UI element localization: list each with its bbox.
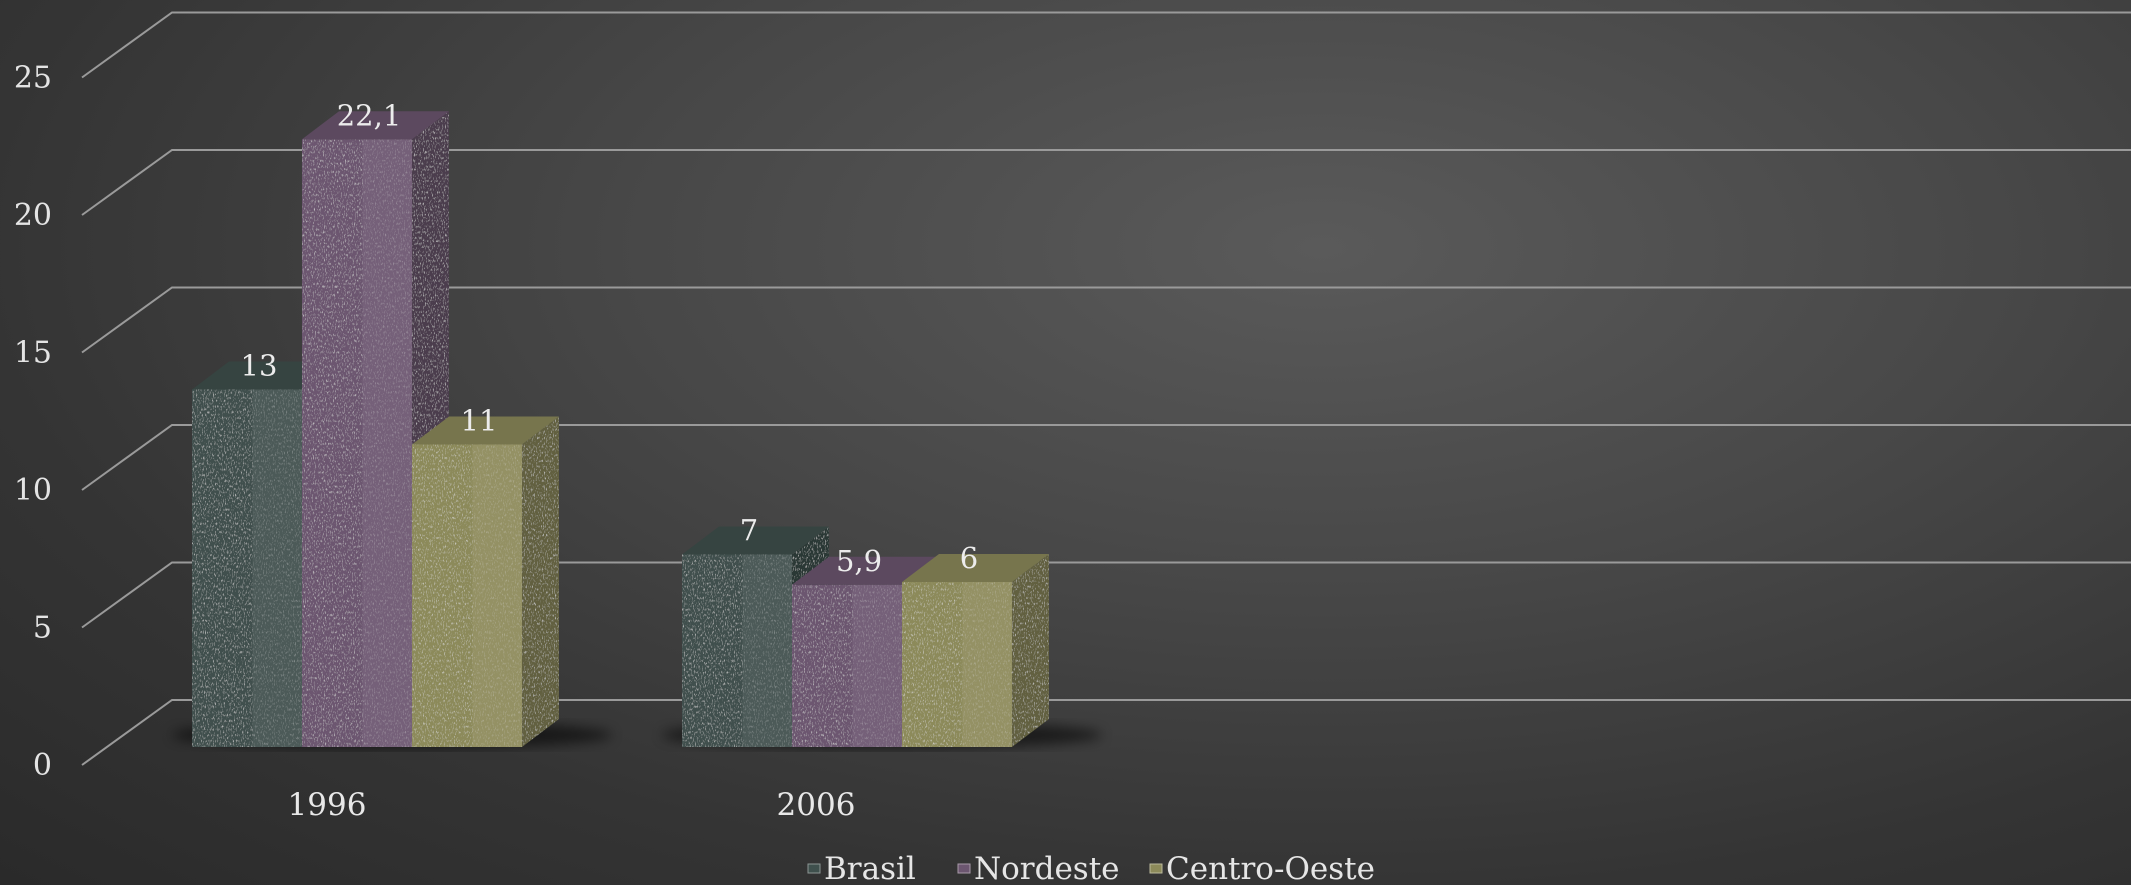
data-label: 6 bbox=[960, 541, 978, 575]
legend-label: Nordeste bbox=[974, 851, 1120, 885]
legend-label: Brasil bbox=[824, 851, 916, 885]
legend-swatch bbox=[957, 863, 971, 874]
data-label: 5,9 bbox=[836, 544, 882, 578]
legend-swatch bbox=[1149, 863, 1163, 874]
x-category-label: 1996 bbox=[288, 787, 367, 823]
data-labels: 13 22,1 11 7 5,9 6 bbox=[241, 98, 979, 578]
gridline bbox=[81, 424, 2131, 491]
bar bbox=[412, 416, 559, 747]
legend-item: Centro-Oeste bbox=[1149, 851, 1375, 885]
bar bbox=[902, 554, 1049, 747]
data-label: 11 bbox=[461, 404, 498, 438]
y-tick-label: 25 bbox=[14, 61, 52, 96]
legend-item: Brasil bbox=[807, 851, 916, 885]
y-axis-ticks: 0 5 10 15 20 25 bbox=[14, 61, 52, 784]
bar bbox=[792, 556, 939, 747]
gridline bbox=[81, 699, 2131, 766]
bars bbox=[172, 111, 1102, 749]
data-label: 22,1 bbox=[337, 98, 402, 132]
x-category-label: 2006 bbox=[777, 787, 856, 823]
legend-item: Nordeste bbox=[957, 851, 1120, 885]
y-tick-label: 20 bbox=[14, 198, 52, 233]
gridline bbox=[81, 149, 2131, 216]
y-tick-label: 0 bbox=[33, 748, 52, 783]
y-tick-label: 5 bbox=[33, 611, 52, 646]
gridline bbox=[81, 11, 2131, 79]
gridline bbox=[81, 286, 2131, 354]
data-label: 7 bbox=[740, 514, 758, 548]
legend: Brasil Nordeste Centro-Oeste bbox=[807, 851, 1375, 885]
legend-label: Centro-Oeste bbox=[1166, 851, 1375, 885]
data-label: 13 bbox=[241, 349, 278, 383]
y-tick-label: 10 bbox=[14, 473, 52, 508]
gridlines bbox=[81, 11, 2131, 766]
gridline bbox=[81, 561, 2131, 629]
legend-swatch bbox=[807, 863, 821, 874]
y-tick-label: 15 bbox=[14, 336, 52, 371]
x-axis-categories: 1996 2006 bbox=[288, 787, 856, 823]
